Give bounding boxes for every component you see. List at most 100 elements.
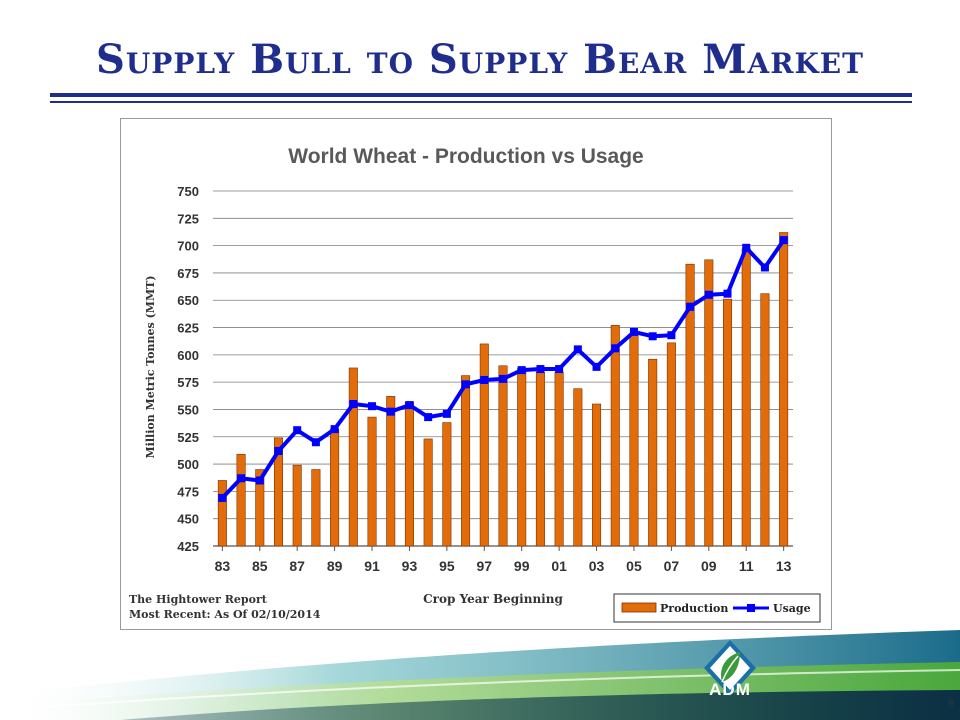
x-tick-label: 95: [439, 558, 455, 574]
x-tick-label: 05: [626, 558, 642, 574]
y-tick-label: 750: [177, 184, 199, 199]
production-bar: [273, 437, 283, 547]
y-tick-labels: 425 450 475 500 525 550 575 600 625 650 675 700 725 7…: [177, 184, 199, 554]
production-bar: [498, 365, 508, 547]
x-tick-label: 83: [215, 558, 231, 574]
production-bar: [741, 248, 751, 547]
y-tick-label: 675: [177, 266, 199, 281]
production-bar: [666, 342, 676, 547]
usage-line: [218, 236, 788, 502]
production-bar: [517, 367, 527, 547]
usage-marker: [648, 332, 657, 341]
x-tick-label: 99: [514, 558, 530, 574]
x-tick-label: 93: [402, 558, 418, 574]
title-underline-thick: [50, 93, 912, 97]
usage-marker: [517, 366, 526, 375]
usage-marker: [499, 374, 507, 383]
production-bar: [311, 469, 321, 547]
y-tick-label: 550: [177, 402, 199, 417]
y-tick-label: 450: [177, 512, 199, 527]
usage-marker: [311, 438, 320, 447]
production-bar: [423, 438, 433, 547]
x-tick-label: 01: [551, 558, 567, 574]
production-bar: [386, 396, 396, 547]
x-tick-label: 87: [289, 558, 305, 574]
production-bar: [610, 325, 620, 547]
x-tick-label: 89: [327, 558, 343, 574]
usage-marker: [386, 407, 395, 416]
production-bar: [236, 453, 246, 547]
footer-swoosh: [0, 630, 960, 720]
y-tick-label: 650: [177, 293, 199, 308]
usage-marker: [349, 400, 358, 408]
production-bar: [573, 388, 583, 547]
production-bar: [330, 428, 340, 547]
production-bars: [217, 232, 789, 547]
x-tick-label: 11: [739, 558, 754, 574]
usage-marker: [461, 380, 470, 389]
production-bar: [404, 401, 414, 547]
usage-marker: [405, 401, 414, 410]
title-underline-thin: [50, 101, 912, 103]
date-note: Most Recent: As Of 02/10/2014: [129, 608, 321, 621]
x-tick-label: 13: [776, 558, 792, 574]
usage-marker: [629, 327, 638, 336]
production-bar: [723, 298, 733, 547]
adm-leaf-logo-icon: [704, 640, 756, 696]
x-tick-label: 97: [477, 558, 493, 574]
y-tick-label: 500: [177, 457, 199, 472]
production-bar: [648, 358, 658, 547]
usage-marker: [555, 365, 564, 374]
usage-marker: [274, 446, 283, 455]
chart-frame: World Wheat - Production vs Usage Millio…: [120, 118, 832, 630]
usage-marker: [667, 331, 676, 340]
usage-marker: [592, 362, 601, 371]
usage-marker: [480, 375, 489, 384]
y-axis-label: Million Metric Tonnes (MMT): [144, 275, 157, 458]
production-bar: [292, 464, 302, 547]
production-bar: [535, 372, 545, 547]
usage-marker: [237, 474, 246, 483]
x-tick-label: 07: [664, 558, 680, 574]
page-number: 8: [948, 698, 954, 709]
slide-title: Supply Bull to Supply Bear Market: [96, 36, 864, 83]
usage-marker: [723, 289, 732, 298]
usage-marker: [424, 413, 433, 422]
production-bar: [554, 372, 564, 547]
usage-marker: [704, 290, 713, 299]
usage-marker: [536, 365, 545, 374]
production-bar: [367, 416, 377, 547]
y-tick-label: 525: [177, 430, 199, 445]
legend-production-label: Production: [660, 602, 728, 615]
production-bar: [760, 293, 770, 547]
chart-title: World Wheat - Production vs Usage: [288, 145, 643, 168]
legend-usage-label: Usage: [773, 602, 811, 615]
x-tick-label: 03: [589, 558, 605, 574]
production-bar: [685, 263, 695, 547]
production-bar: [629, 333, 639, 547]
usage-marker: [611, 344, 620, 353]
x-tick-label: 85: [252, 558, 268, 574]
production-bar: [704, 259, 714, 547]
x-tick-labels: 83 85 87 89 91 93 95 97 99 01 03 05 07 09 11 13: [215, 546, 792, 574]
usage-marker: [255, 476, 264, 485]
usage-marker: [742, 243, 751, 252]
usage-marker: [760, 263, 769, 272]
usage-marker: [779, 236, 788, 245]
y-tick-label: 725: [177, 211, 199, 226]
usage-marker: [686, 302, 695, 311]
x-tick-label: 91: [364, 558, 380, 574]
production-bar: [779, 232, 789, 547]
legend: Production Usage: [613, 593, 821, 623]
production-bar: [348, 367, 358, 547]
production-bar: [479, 343, 489, 547]
chart: World Wheat - Production vs Usage Millio…: [129, 145, 821, 623]
y-tick-label: 475: [177, 484, 199, 499]
production-bar: [461, 375, 471, 547]
production-bar: [442, 422, 452, 547]
y-tick-label: 425: [177, 539, 199, 554]
usage-marker: [330, 425, 339, 434]
production-bar: [592, 403, 602, 547]
x-tick-label: 09: [701, 558, 717, 574]
x-axis-label: Crop Year Beginning: [423, 592, 563, 606]
